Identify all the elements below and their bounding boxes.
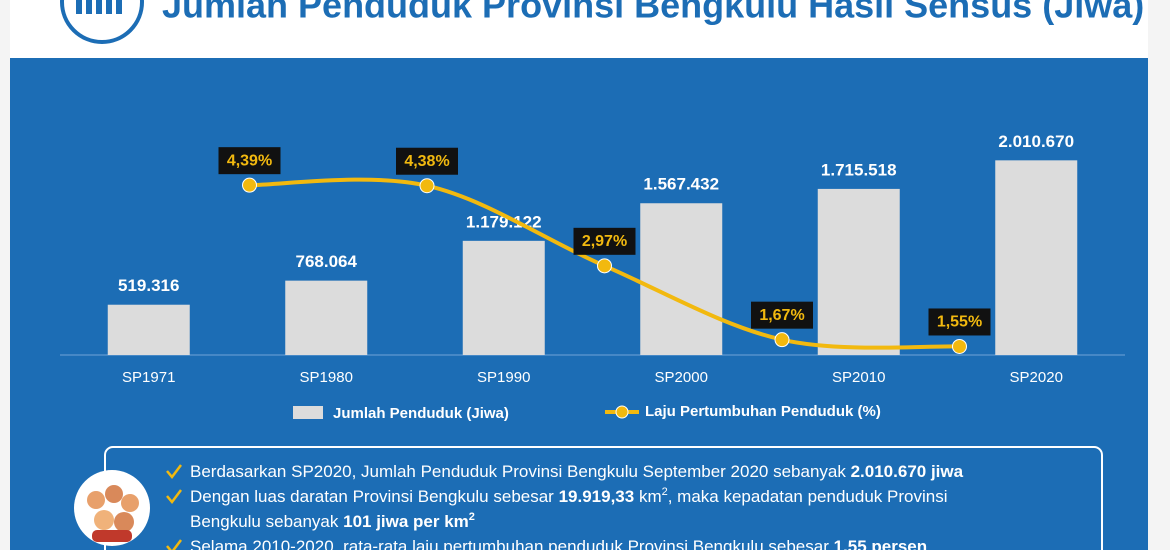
growth-label-box bbox=[218, 147, 281, 175]
growth-label-box bbox=[928, 308, 991, 336]
growth-point bbox=[774, 332, 790, 348]
note-text: 2 bbox=[469, 511, 475, 523]
panel-background bbox=[10, 58, 1148, 550]
growth-label-box bbox=[573, 227, 636, 255]
check-icon bbox=[166, 464, 182, 480]
growth-value-label: 1,55% bbox=[937, 314, 982, 331]
growth-point bbox=[597, 258, 612, 274]
bar-value-label: 768.064 bbox=[296, 252, 358, 271]
note-line: Berdasarkan SP2020, Jumlah Penduduk Prov… bbox=[190, 462, 964, 481]
note-text: 19.919,33 bbox=[559, 487, 635, 506]
people-icon bbox=[74, 470, 150, 546]
note-text: 2 bbox=[662, 486, 668, 498]
x-tick-label: SP2000 bbox=[655, 369, 708, 386]
header-background bbox=[10, 0, 1148, 58]
growth-label-box bbox=[751, 301, 813, 329]
growth-value-label: 4,38% bbox=[404, 153, 449, 170]
growth-point bbox=[952, 338, 967, 354]
growth-point bbox=[242, 177, 257, 193]
check-icon bbox=[166, 539, 182, 550]
growth-value-label: 1,67% bbox=[759, 307, 804, 324]
note-line: Selama 2010-2020, rata-rata laju pertumb… bbox=[190, 537, 927, 550]
legend-swatch-dot bbox=[615, 405, 629, 419]
bar bbox=[817, 188, 900, 355]
notes: Berdasarkan SP2020, Jumlah Penduduk Prov… bbox=[166, 462, 964, 550]
note-text: 1,55 persen bbox=[834, 537, 928, 550]
x-tick-label: SP1980 bbox=[300, 369, 353, 386]
growth-value-label: 2,97% bbox=[582, 233, 627, 250]
header-logo bbox=[60, 0, 144, 44]
note-text: km bbox=[634, 487, 661, 506]
growth-value-label: 4,39% bbox=[227, 152, 272, 169]
legend-label: Jumlah Penduduk (Jiwa) bbox=[333, 405, 509, 422]
bar bbox=[107, 304, 190, 355]
note-text: 2.010.670 jiwa bbox=[851, 462, 964, 481]
x-tick-label: SP2010 bbox=[832, 369, 885, 386]
note-text: , maka kepadatan penduduk Provinsi bbox=[668, 487, 948, 506]
bar bbox=[285, 280, 368, 355]
growth-label-box bbox=[396, 147, 458, 175]
bar-value-label: 2.010.670 bbox=[998, 132, 1074, 151]
growth-point bbox=[419, 178, 435, 194]
check-icon bbox=[166, 489, 182, 505]
bar-value-label: 519.316 bbox=[118, 276, 179, 295]
bar-value-label: 1.567.432 bbox=[643, 175, 719, 194]
bar bbox=[462, 240, 545, 355]
note-text: Dengan luas daratan Provinsi Bengkulu se… bbox=[190, 487, 559, 506]
bar bbox=[995, 160, 1078, 355]
note-line: Dengan luas daratan Provinsi Bengkulu se… bbox=[190, 486, 947, 507]
chart: SP1971 SP1980 SP1990 SP2000 SP2010 SP2020 519.… bbox=[107, 132, 1078, 422]
bar bbox=[640, 203, 723, 355]
note-text: Selama 2010-2020, rata-rata laju pertumb… bbox=[190, 537, 834, 550]
note-line: Bengkulu sebanyak 101 jiwa per km2 bbox=[190, 511, 475, 532]
x-tick-label: SP1990 bbox=[477, 369, 530, 386]
legend-swatch bbox=[293, 406, 323, 419]
legend-label: Laju Pertumbuhan Penduduk (%) bbox=[645, 403, 881, 420]
x-tick-label: SP1971 bbox=[122, 369, 175, 386]
chart-title: Jumlah Penduduk Provinsi Bengkulu Hasil … bbox=[162, 0, 1144, 26]
note-text: Berdasarkan SP2020, Jumlah Penduduk Prov… bbox=[190, 462, 851, 481]
note-text: 101 jiwa per km bbox=[343, 512, 469, 531]
x-tick-label: SP2020 bbox=[1010, 369, 1063, 386]
note-text: Bengkulu sebanyak bbox=[190, 512, 343, 531]
bar-value-label: 1.715.518 bbox=[821, 160, 897, 179]
